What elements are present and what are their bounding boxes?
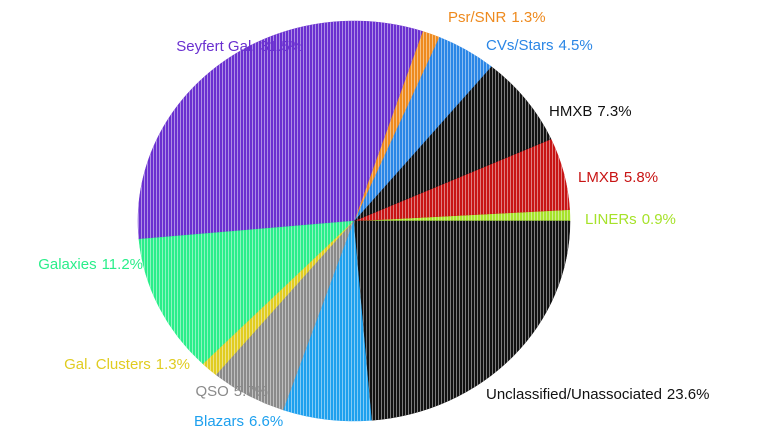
slice-category: Gal. Clusters	[64, 356, 151, 373]
slice-label: Gal. Clusters 1.3%	[64, 356, 190, 373]
slice-value: 4.5%	[559, 37, 593, 54]
slice-value: 0.9%	[642, 211, 676, 228]
slice-label: Unclassified/Unassociated 23.6%	[486, 386, 709, 403]
slice-hatch	[203, 221, 354, 376]
slice-hatch	[354, 139, 570, 221]
slice-label: QSO 5.7%	[195, 383, 268, 400]
slice-label: Seyfert Gal. 31.5%	[176, 38, 303, 55]
slice-value: 31.5%	[260, 38, 303, 55]
slice-label: HMXB 7.3%	[549, 103, 632, 120]
slice-hatch	[138, 221, 354, 365]
slice-label: Galaxies 11.2%	[38, 256, 143, 273]
slice-category: Unclassified/Unassociated	[486, 386, 662, 403]
slice-label: Blazars 6.6%	[194, 413, 283, 430]
slice-label: CVs/Stars 4.5%	[486, 37, 593, 54]
slice-value: 5.8%	[624, 169, 658, 186]
slice-hatch	[138, 21, 423, 240]
slice-hatch	[283, 221, 373, 421]
slice-category: QSO	[195, 383, 228, 400]
slice-label: LINERs 0.9%	[585, 211, 676, 228]
slice-hatch	[216, 221, 354, 411]
slice-value: 1.3%	[156, 356, 190, 373]
slice-value: 5.7%	[234, 383, 268, 400]
slice-value: 7.3%	[597, 103, 631, 120]
slice-category: LINERs	[585, 211, 637, 228]
slice-category: Psr/SNR	[448, 9, 507, 26]
slice-hatch	[354, 221, 570, 421]
slice-value: 6.6%	[249, 413, 283, 430]
slice-hatch	[354, 37, 492, 222]
slice-category: Blazars	[194, 413, 244, 430]
slice-category: CVs/Stars	[486, 37, 554, 54]
slice-category: HMXB	[549, 103, 592, 120]
slice-label: LMXB 5.8%	[578, 169, 658, 186]
slice-hatch	[354, 31, 440, 221]
slice-hatch	[354, 66, 552, 221]
slice-value: 1.3%	[511, 9, 545, 26]
slice-category: LMXB	[578, 169, 619, 186]
slice-category: Galaxies	[38, 256, 96, 273]
slice-value: 11.2%	[102, 256, 143, 273]
slice-category: Seyfert Gal.	[176, 38, 255, 55]
slice-label: Psr/SNR 1.3%	[448, 9, 546, 26]
slice-value: 23.6%	[667, 386, 710, 403]
